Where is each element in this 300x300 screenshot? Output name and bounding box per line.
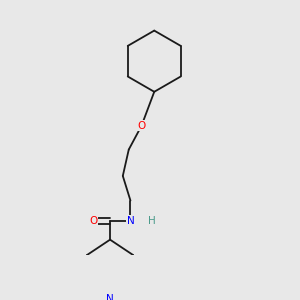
Text: O: O [89, 216, 97, 226]
Text: O: O [137, 121, 146, 131]
Text: N: N [106, 294, 114, 300]
Text: H: H [148, 216, 156, 226]
Text: N: N [127, 216, 134, 226]
